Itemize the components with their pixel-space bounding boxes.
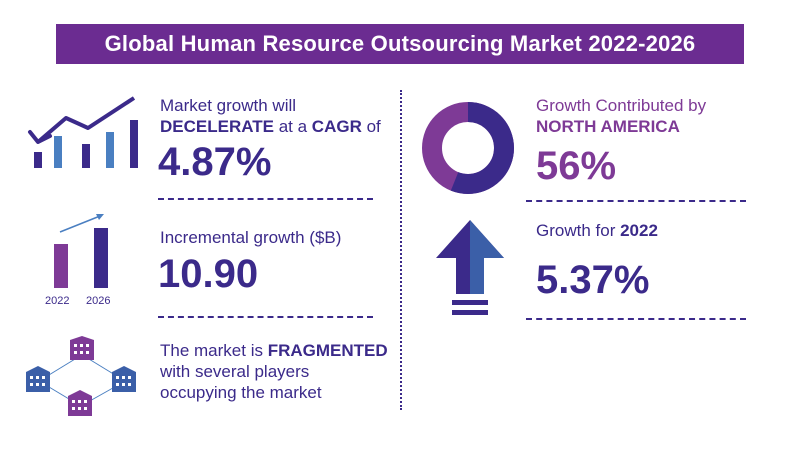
yoy-label-pre: Growth for bbox=[536, 221, 621, 240]
yoy-label: Growth for 2022 bbox=[536, 220, 658, 241]
growth-chart-icon bbox=[28, 96, 138, 168]
incremental-bars-icon: 2022 2026 bbox=[45, 214, 110, 307]
page-title: Global Human Resource Outsourcing Market… bbox=[56, 24, 744, 64]
incremental-label: Incremental growth ($B) bbox=[160, 228, 342, 247]
building-right bbox=[112, 366, 136, 392]
fragmented-text: The market is FRAGMENTED with several pl… bbox=[160, 340, 396, 403]
region-name: NORTH AMERICA bbox=[536, 117, 680, 136]
fragmented-line2: with several players bbox=[160, 362, 310, 381]
region-line2: NORTH AMERICA bbox=[536, 116, 766, 137]
cagr-line1: Market growth will bbox=[160, 96, 297, 115]
divider-left-1 bbox=[158, 198, 373, 200]
region-text: Growth Contributed by NORTH AMERICA bbox=[536, 95, 766, 137]
buildings-network-icon bbox=[26, 336, 136, 416]
yoy-value: 5.37% bbox=[536, 258, 650, 302]
fragmented-keyword: FRAGMENTED bbox=[267, 341, 388, 360]
cagr-value: 4.87% bbox=[158, 140, 272, 184]
region-donut-chart bbox=[422, 102, 514, 194]
region-value: 56% bbox=[536, 144, 617, 188]
cagr-text: Market growth will DECELERATE at a CAGR … bbox=[160, 95, 390, 137]
divider-right-2 bbox=[526, 318, 746, 320]
divider-left-2 bbox=[158, 316, 373, 318]
fragmented-line1: The market is FRAGMENTED bbox=[160, 340, 396, 361]
cagr-end: of bbox=[361, 117, 381, 136]
fragmented-pre: The market is bbox=[160, 341, 268, 360]
building-top bbox=[70, 336, 94, 360]
region-line1: Growth Contributed by bbox=[536, 96, 707, 115]
cagr-mid: at a bbox=[273, 117, 312, 136]
fragmented-line3: occupying the market bbox=[160, 383, 322, 402]
building-left bbox=[26, 366, 50, 392]
building-bottom bbox=[68, 390, 92, 416]
cagr-keyword: CAGR bbox=[311, 117, 362, 136]
yoy-year: 2022 bbox=[620, 221, 658, 240]
divider-right-1 bbox=[526, 200, 746, 202]
donut-share bbox=[422, 102, 514, 194]
cagr-decelerate: DECELERATE bbox=[160, 117, 274, 136]
incremental-value: 10.90 bbox=[158, 252, 259, 296]
cagr-line2: DECELERATE at a CAGR of bbox=[160, 116, 390, 137]
up-arrow-icon bbox=[436, 220, 504, 315]
year-start-label: 2022 bbox=[45, 295, 69, 307]
year-end-label: 2026 bbox=[86, 295, 110, 307]
vertical-divider bbox=[400, 90, 402, 410]
